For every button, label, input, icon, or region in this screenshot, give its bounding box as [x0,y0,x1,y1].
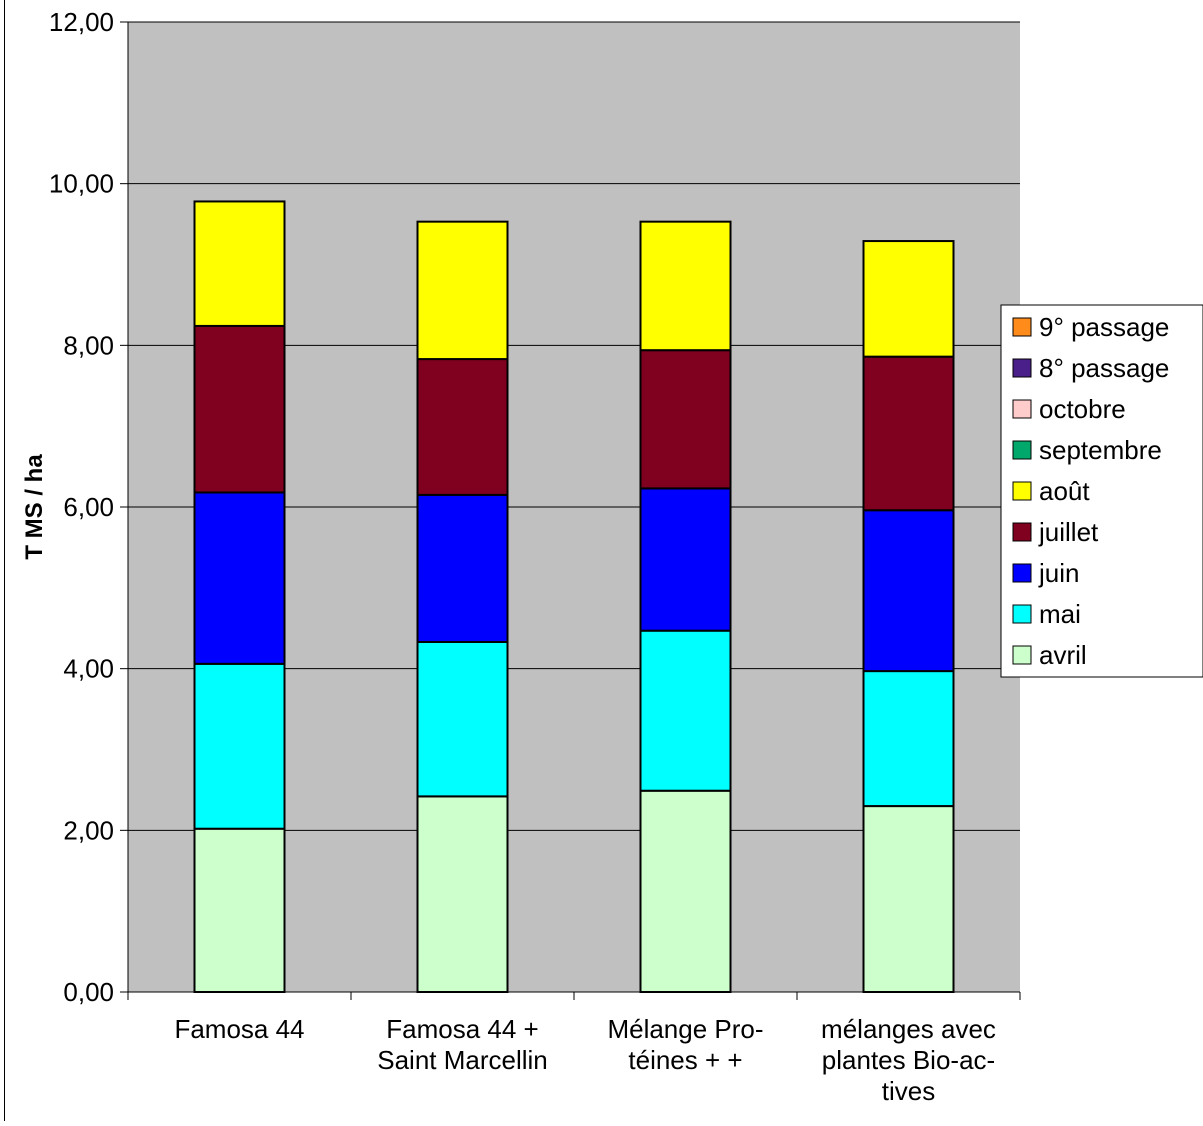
axes [120,21,1021,1000]
legend: 9° passage 8° passage octobre septembre août… [1000,304,1203,678]
left-border [4,0,5,1121]
legend-label: octobre [1039,394,1126,424]
legend-label: août [1039,476,1090,506]
category-label: Famosa 44 [174,1014,304,1044]
bar-segment-juin-3 [862,509,955,673]
legend-swatch [1012,317,1032,337]
y-tick-label: 10,00 [49,169,114,199]
bar-segment-juin-2 [639,487,732,632]
category-label: mélanges avec plantes Bio-ac-tives [821,1014,996,1106]
legend-swatch [1012,604,1032,624]
y-tick-label: 8,00 [63,330,114,360]
category-label: Famosa 44 + Saint Marcellin [377,1014,548,1075]
legend-box [1000,304,1203,678]
bar-segment-avril-1 [416,795,509,994]
legend-swatch [1012,399,1032,419]
category-label: Mélange Pro-téines + + [607,1014,763,1075]
legend-swatch [1012,440,1032,460]
x-tick-labels: Famosa 44 Famosa 44 + Saint Marcellin Mélan… [174,1014,995,1106]
bars [193,200,955,994]
bar-segment-mai-1 [416,640,509,798]
legend-label: septembre [1039,435,1162,465]
bar-segment-avril-2 [639,789,732,993]
bar-segment-juillet-3 [862,355,955,512]
legend-swatch [1012,481,1032,501]
bar-segment-avril-0 [193,827,286,994]
bar-segment-juillet-2 [639,349,732,490]
y-axis-label: T MS / ha [21,454,48,560]
bar-segment-juillet-0 [193,324,286,494]
bar-segment-ao-t-3 [862,240,955,358]
y-tick-labels: 0,00 2,00 4,00 6,00 8,00 10,00 12,00 [49,7,114,1007]
legend-swatch [1012,563,1032,583]
legend-label: 8° passage [1039,353,1169,383]
y-tick-label: 12,00 [49,7,114,37]
legend-swatch [1012,358,1032,378]
y-tick-label: 4,00 [63,654,114,684]
legend-swatch [1012,522,1032,542]
bar-segment-juillet-1 [416,358,509,496]
legend-label: 9° passage [1039,312,1169,342]
bar-segment-juin-0 [193,491,286,665]
legend-label: juin [1038,558,1079,588]
legend-label: juillet [1038,517,1099,547]
legend-label: avril [1039,640,1087,670]
y-tick-label: 2,00 [63,815,114,845]
legend-label: mai [1039,599,1081,629]
bar-segment-ao-t-1 [416,220,509,361]
legend-swatch [1012,645,1032,665]
bar-segment-mai-0 [193,662,286,830]
bar-segment-avril-3 [862,805,955,993]
bar-segment-juin-1 [416,493,509,643]
bar-segment-ao-t-0 [193,200,286,327]
y-tick-label: 6,00 [63,492,114,522]
y-tick-label: 0,00 [63,977,114,1007]
bar-segment-mai-3 [862,670,955,808]
bar-segment-ao-t-2 [639,220,732,352]
bar-segment-mai-2 [639,629,732,792]
